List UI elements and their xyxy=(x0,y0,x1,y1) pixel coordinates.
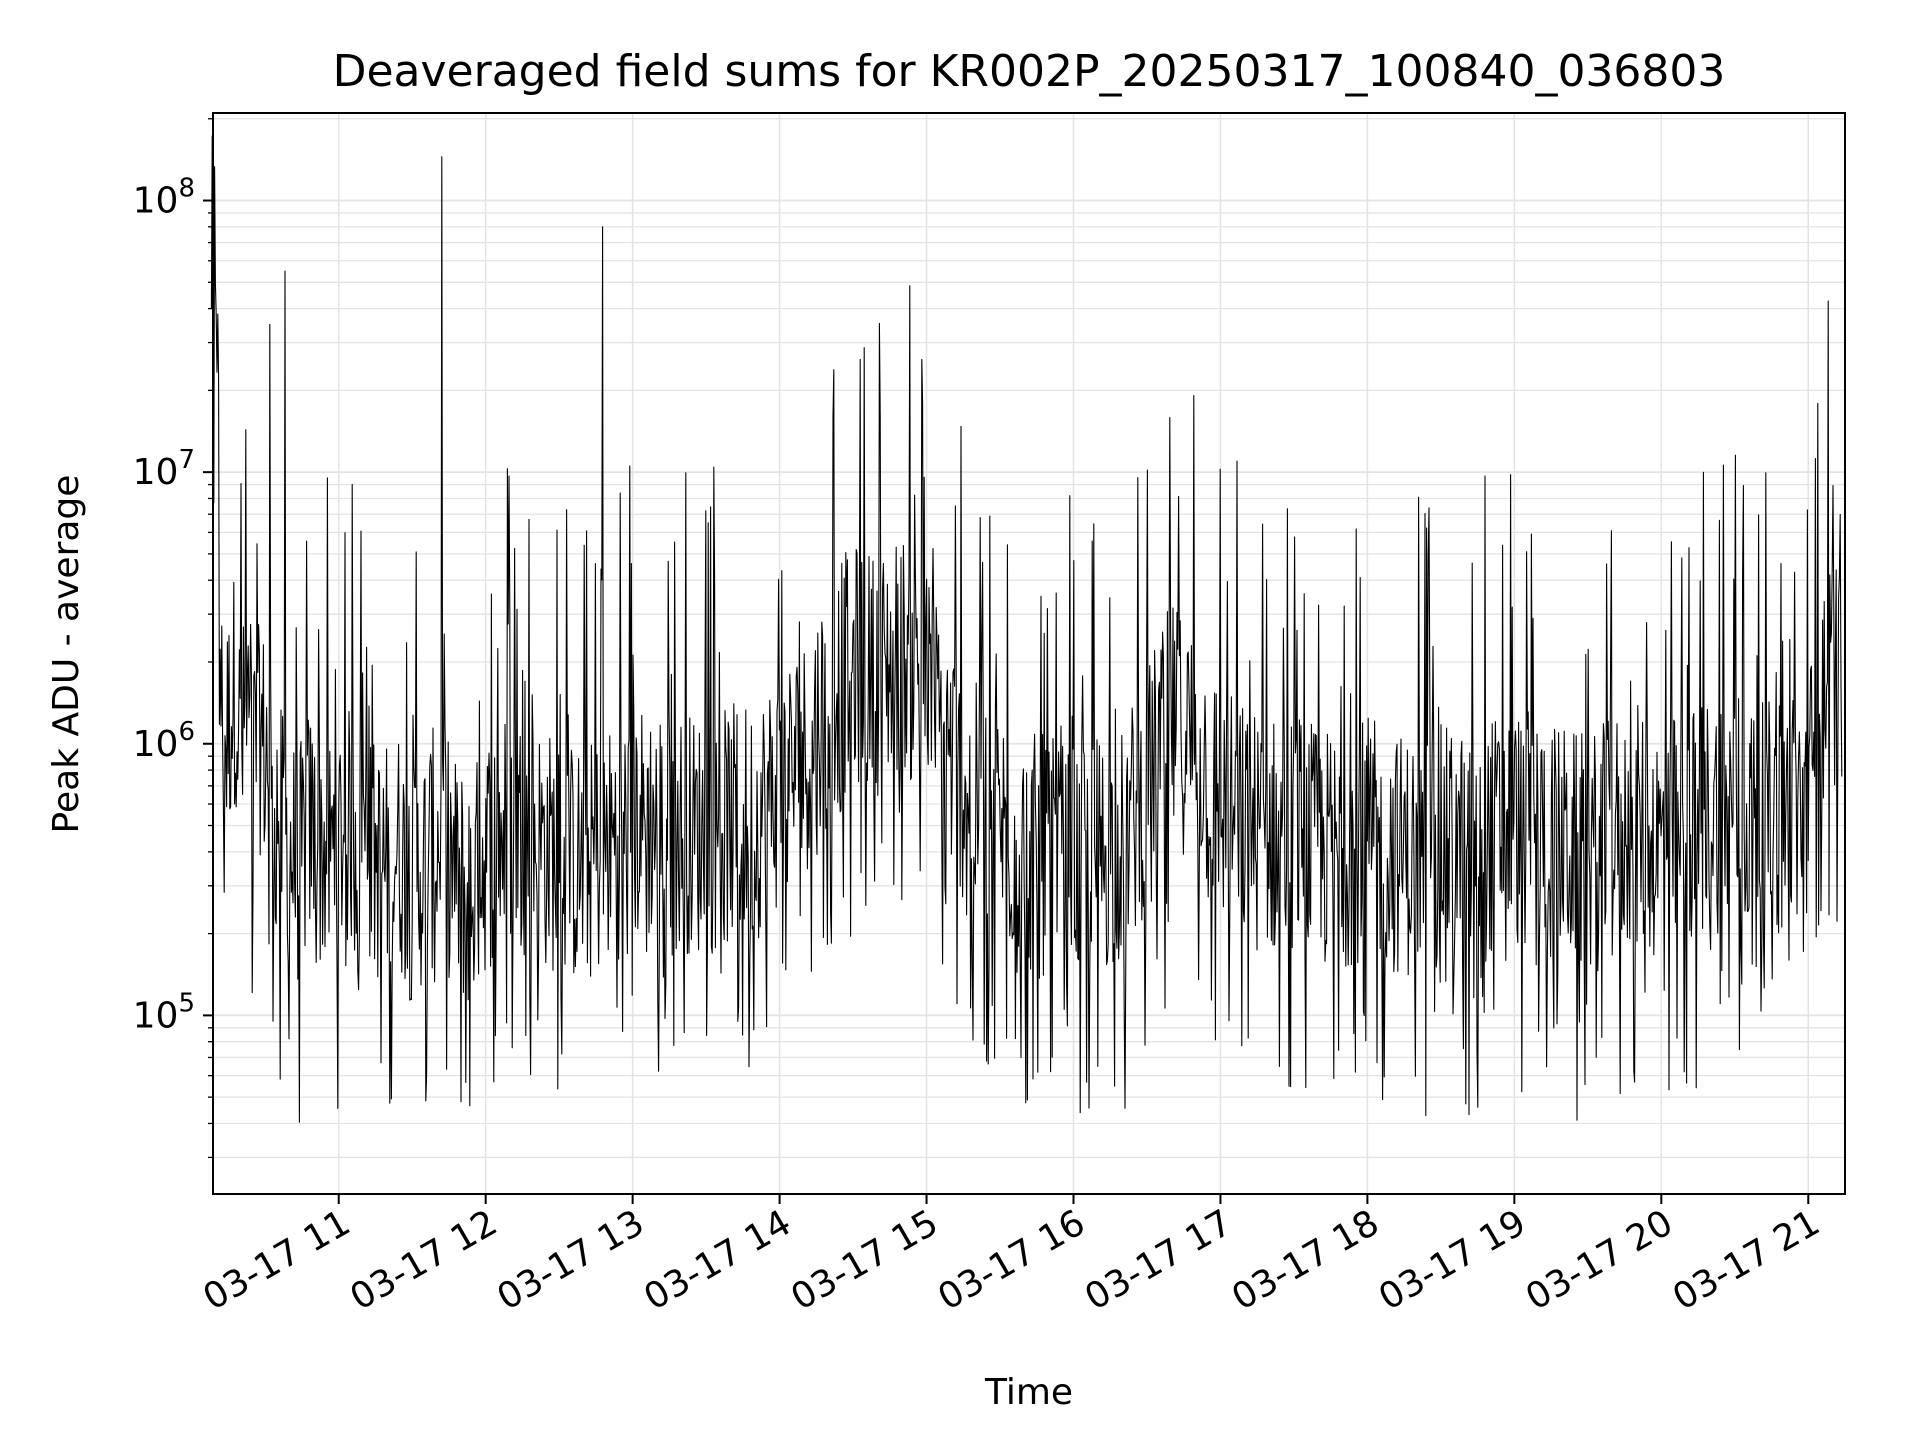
plot-frame xyxy=(212,112,1846,1195)
x-tick-label: 03-17 18 xyxy=(1225,1202,1386,1318)
x-tick-label: 03-17 12 xyxy=(344,1202,505,1318)
y-tick-label: 107 xyxy=(133,445,195,493)
series-line-layer xyxy=(210,135,1843,1123)
x-tick-label: 03-17 21 xyxy=(1666,1202,1827,1318)
x-tick-label: 03-17 20 xyxy=(1519,1202,1680,1318)
y-tick-label: 106 xyxy=(133,717,195,765)
y-axis: 105 106 107 108 xyxy=(133,118,213,1159)
x-tick-label: 03-17 19 xyxy=(1372,1202,1533,1318)
series-line xyxy=(210,135,1843,1123)
chart-title: Deaveraged field sums for KR002P_2025031… xyxy=(333,46,1726,97)
x-axis-label: Time xyxy=(984,1372,1073,1413)
x-tick-label: 03-17 11 xyxy=(197,1202,358,1318)
x-tick-label: 03-17 17 xyxy=(1078,1202,1239,1318)
x-tick-label: 03-17 13 xyxy=(490,1202,651,1318)
grid xyxy=(213,113,1845,1194)
y-tick-label: 108 xyxy=(133,174,195,222)
x-tick-label: 03-17 15 xyxy=(784,1202,945,1318)
y-axis-label: Peak ADU - average xyxy=(46,475,87,834)
y-tick-label: 105 xyxy=(133,988,195,1036)
x-tick-label: 03-17 14 xyxy=(637,1202,798,1318)
x-tick-label: 03-17 16 xyxy=(931,1202,1092,1318)
